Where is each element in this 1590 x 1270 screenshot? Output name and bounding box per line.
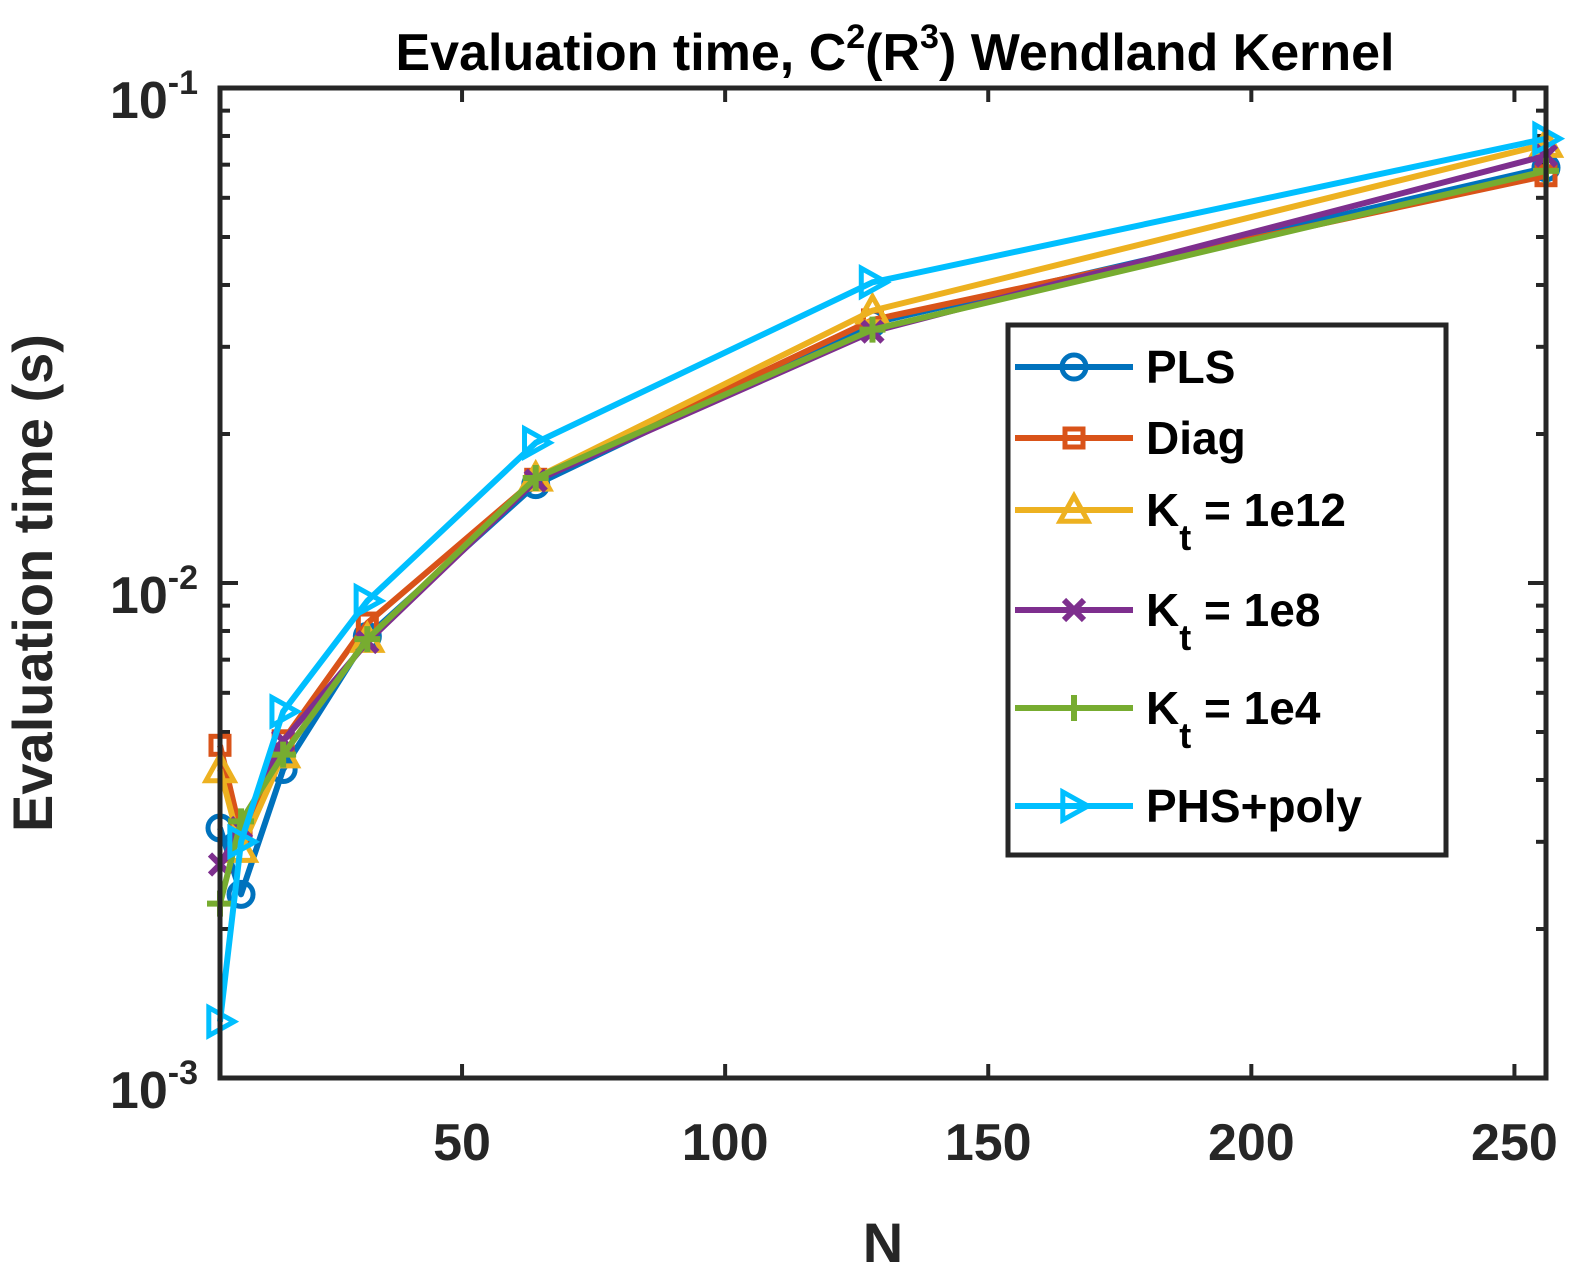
- y-tick-label: 10-1: [110, 64, 198, 130]
- axes-box: [217, 85, 1549, 1081]
- chart-title: Evaluation time, C2(R3) Wendland Kernel: [395, 18, 1394, 82]
- title-mid: (R: [865, 24, 920, 82]
- series-layer: [201, 120, 1566, 1040]
- data-point: [859, 316, 886, 343]
- x-tick-label: 150: [945, 1114, 1032, 1172]
- legend-item: Kt = 1e12: [1015, 484, 1346, 558]
- x-tick-label: 250: [1471, 1114, 1558, 1172]
- y-tick-exponent: -3: [168, 1054, 198, 1092]
- title-prefix: Evaluation time, C: [395, 24, 846, 82]
- title-suffix: ) Wendland Kernel: [939, 24, 1395, 82]
- x-tick-label: 200: [1208, 1114, 1295, 1172]
- data-point: [270, 741, 297, 768]
- legend-label: PLS: [1146, 341, 1235, 393]
- legend-label-rest: = 1e12: [1191, 484, 1346, 536]
- legend-marker: [1061, 695, 1087, 721]
- y-tick-labels: 10-310-210-1: [110, 64, 198, 1120]
- legend-item: Kt = 1e8: [1015, 584, 1320, 658]
- legend-label-main: K: [1146, 584, 1179, 636]
- legend-label-main: Diag: [1146, 412, 1246, 464]
- x-tick-labels: 50 100 150 200 250: [433, 1114, 1558, 1172]
- data-point: [354, 626, 381, 653]
- legend-label: Diag: [1146, 412, 1246, 464]
- data-point: [227, 823, 261, 861]
- legend-label-main: K: [1146, 484, 1179, 536]
- legend-item: PLS: [1015, 341, 1235, 393]
- series-line: [217, 135, 1547, 1022]
- legend-label: Kt = 1e8: [1146, 584, 1320, 658]
- y-tick-label: 10-3: [110, 1054, 198, 1120]
- x-tick-label: 100: [682, 1114, 769, 1172]
- legend-marker: [1055, 490, 1093, 524]
- y-axis-label: Evaluation time (s): [1, 334, 64, 832]
- legend-label-sub: t: [1179, 617, 1191, 658]
- legend-label-sub: t: [1179, 517, 1191, 558]
- x-axis-label: N: [863, 1211, 903, 1270]
- legend-marker: [1062, 426, 1086, 450]
- data-point: [226, 879, 256, 909]
- x-tick-label: 50: [433, 1114, 491, 1172]
- legend-item: PHS+poly: [1015, 780, 1362, 832]
- y-tick-base: 10: [110, 567, 168, 625]
- y-tick-exponent: -1: [168, 64, 198, 102]
- y-tick-base: 10: [110, 1062, 168, 1120]
- data-point: [522, 464, 549, 491]
- legend-label-rest: = 1e8: [1191, 584, 1320, 636]
- legend-label-rest: = 1e4: [1191, 682, 1321, 734]
- data-point: [353, 582, 387, 620]
- legend-item: Diag: [1015, 412, 1246, 464]
- legend-label-sub: t: [1179, 715, 1191, 756]
- title-sup-1: 2: [846, 18, 865, 56]
- y-tick-label: 10-2: [110, 559, 198, 625]
- legend-label: Kt = 1e4: [1146, 682, 1321, 756]
- data-point: [522, 424, 555, 462]
- legend-item: Kt = 1e4: [1015, 682, 1321, 756]
- legend-label-main: PLS: [1146, 341, 1235, 393]
- legend-label: PHS+poly: [1146, 780, 1362, 832]
- legend-label-main: PHS+poly: [1146, 780, 1362, 832]
- legend-label: Kt = 1e12: [1146, 484, 1346, 558]
- legend-box: [1005, 322, 1449, 858]
- y-tick-exponent: -2: [168, 559, 198, 597]
- y-tick-base: 10: [110, 72, 168, 130]
- title-sup-2: 3: [920, 18, 939, 56]
- data-point: [858, 264, 892, 301]
- legend-label-main: K: [1146, 682, 1179, 734]
- legend-marker: [1061, 597, 1087, 623]
- legend-marker: [1059, 352, 1089, 382]
- legend-marker: [1060, 787, 1094, 825]
- data-point: [269, 693, 303, 730]
